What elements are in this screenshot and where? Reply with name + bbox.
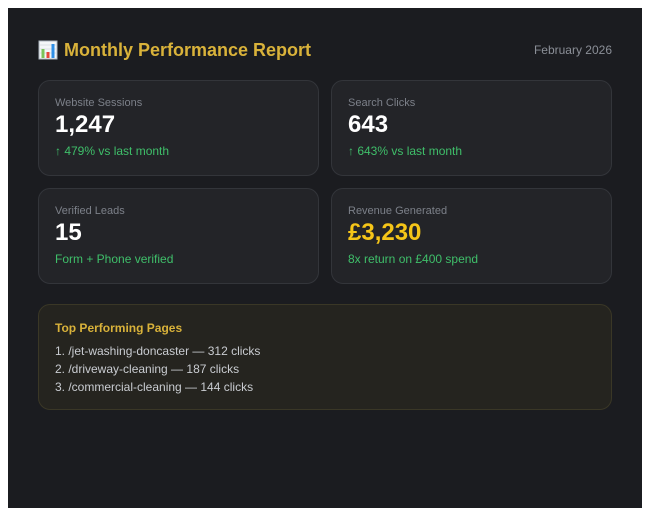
report-title: Monthly Performance Report [64,39,312,60]
metric-card-revenue-generated: Revenue Generated £3,230 8x return on £4… [331,188,612,284]
page-title: Monthly Performance Report [38,40,311,61]
metric-value: £3,230 [348,219,422,246]
metric-card-website-sessions: Website Sessions 1,247 ↑ 479% vs last mo… [38,80,319,176]
metric-value: 643 [348,111,389,138]
metric-card-search-clicks: Search Clicks 643 ↑ 643% vs last month [331,80,612,176]
bar-chart-icon [38,40,58,60]
metric-label: Revenue Generated [348,205,448,217]
metric-label: Verified Leads [55,205,125,217]
metric-note: 8x return on £400 spend [348,252,479,266]
metric-label: Search Clicks [348,97,416,109]
list-item: 2. /driveway-cleaning — 187 clicks [55,362,240,376]
report-panel: Monthly Performance Report February 2026… [8,8,642,508]
metrics-grid: Website Sessions 1,247 ↑ 479% vs last mo… [38,80,612,284]
metric-value: 1,247 [55,111,116,138]
report-date: February 2026 [533,43,612,57]
metric-card-verified-leads: Verified Leads 15 Form + Phone verified [38,188,319,284]
report-header: Monthly Performance Report February 2026 [38,38,612,62]
list-item: 1. /jet-washing-doncaster — 312 clicks [55,344,261,358]
metric-note: Form + Phone verified [55,252,174,266]
top-pages-title: Top Performing Pages [55,321,183,335]
metric-value: 15 [55,219,82,246]
metric-label: Website Sessions [55,97,143,109]
list-item: 3. /commercial-cleaning — 144 clicks [55,380,254,394]
metric-change: ↑ 479% vs last month [55,144,170,158]
top-pages-section: Top Performing Pages 1. /jet-washing-don… [38,304,612,410]
metric-change: ↑ 643% vs last month [348,144,463,158]
